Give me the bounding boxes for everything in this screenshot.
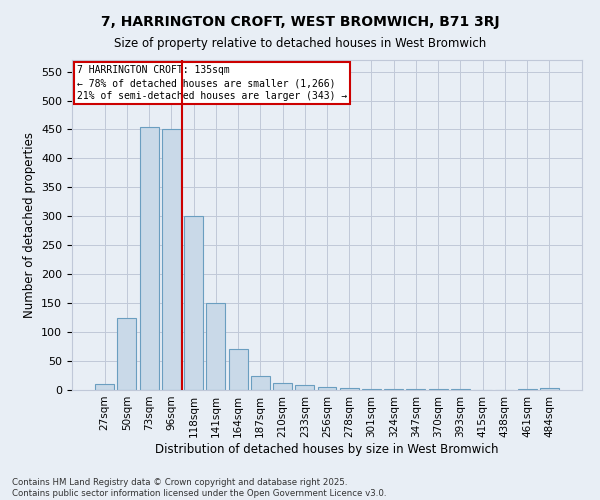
- Bar: [184, 216, 203, 390]
- Bar: [162, 130, 181, 390]
- Text: 7, HARRINGTON CROFT, WEST BROMWICH, B71 3RJ: 7, HARRINGTON CROFT, WEST BROMWICH, B71 …: [101, 15, 499, 29]
- Bar: [362, 389, 381, 390]
- Bar: [118, 318, 136, 390]
- Y-axis label: Number of detached properties: Number of detached properties: [23, 132, 35, 318]
- Bar: [295, 386, 314, 390]
- Bar: [229, 350, 248, 390]
- Bar: [251, 376, 270, 390]
- Text: Size of property relative to detached houses in West Bromwich: Size of property relative to detached ho…: [114, 38, 486, 51]
- Text: Contains HM Land Registry data © Crown copyright and database right 2025.
Contai: Contains HM Land Registry data © Crown c…: [12, 478, 386, 498]
- Bar: [206, 303, 225, 390]
- X-axis label: Distribution of detached houses by size in West Bromwich: Distribution of detached houses by size …: [155, 442, 499, 456]
- Bar: [340, 388, 359, 390]
- Bar: [540, 388, 559, 390]
- Bar: [317, 387, 337, 390]
- Bar: [95, 384, 114, 390]
- Bar: [273, 383, 292, 390]
- Text: 7 HARRINGTON CROFT: 135sqm
← 78% of detached houses are smaller (1,266)
21% of s: 7 HARRINGTON CROFT: 135sqm ← 78% of deta…: [77, 65, 347, 102]
- Bar: [140, 126, 158, 390]
